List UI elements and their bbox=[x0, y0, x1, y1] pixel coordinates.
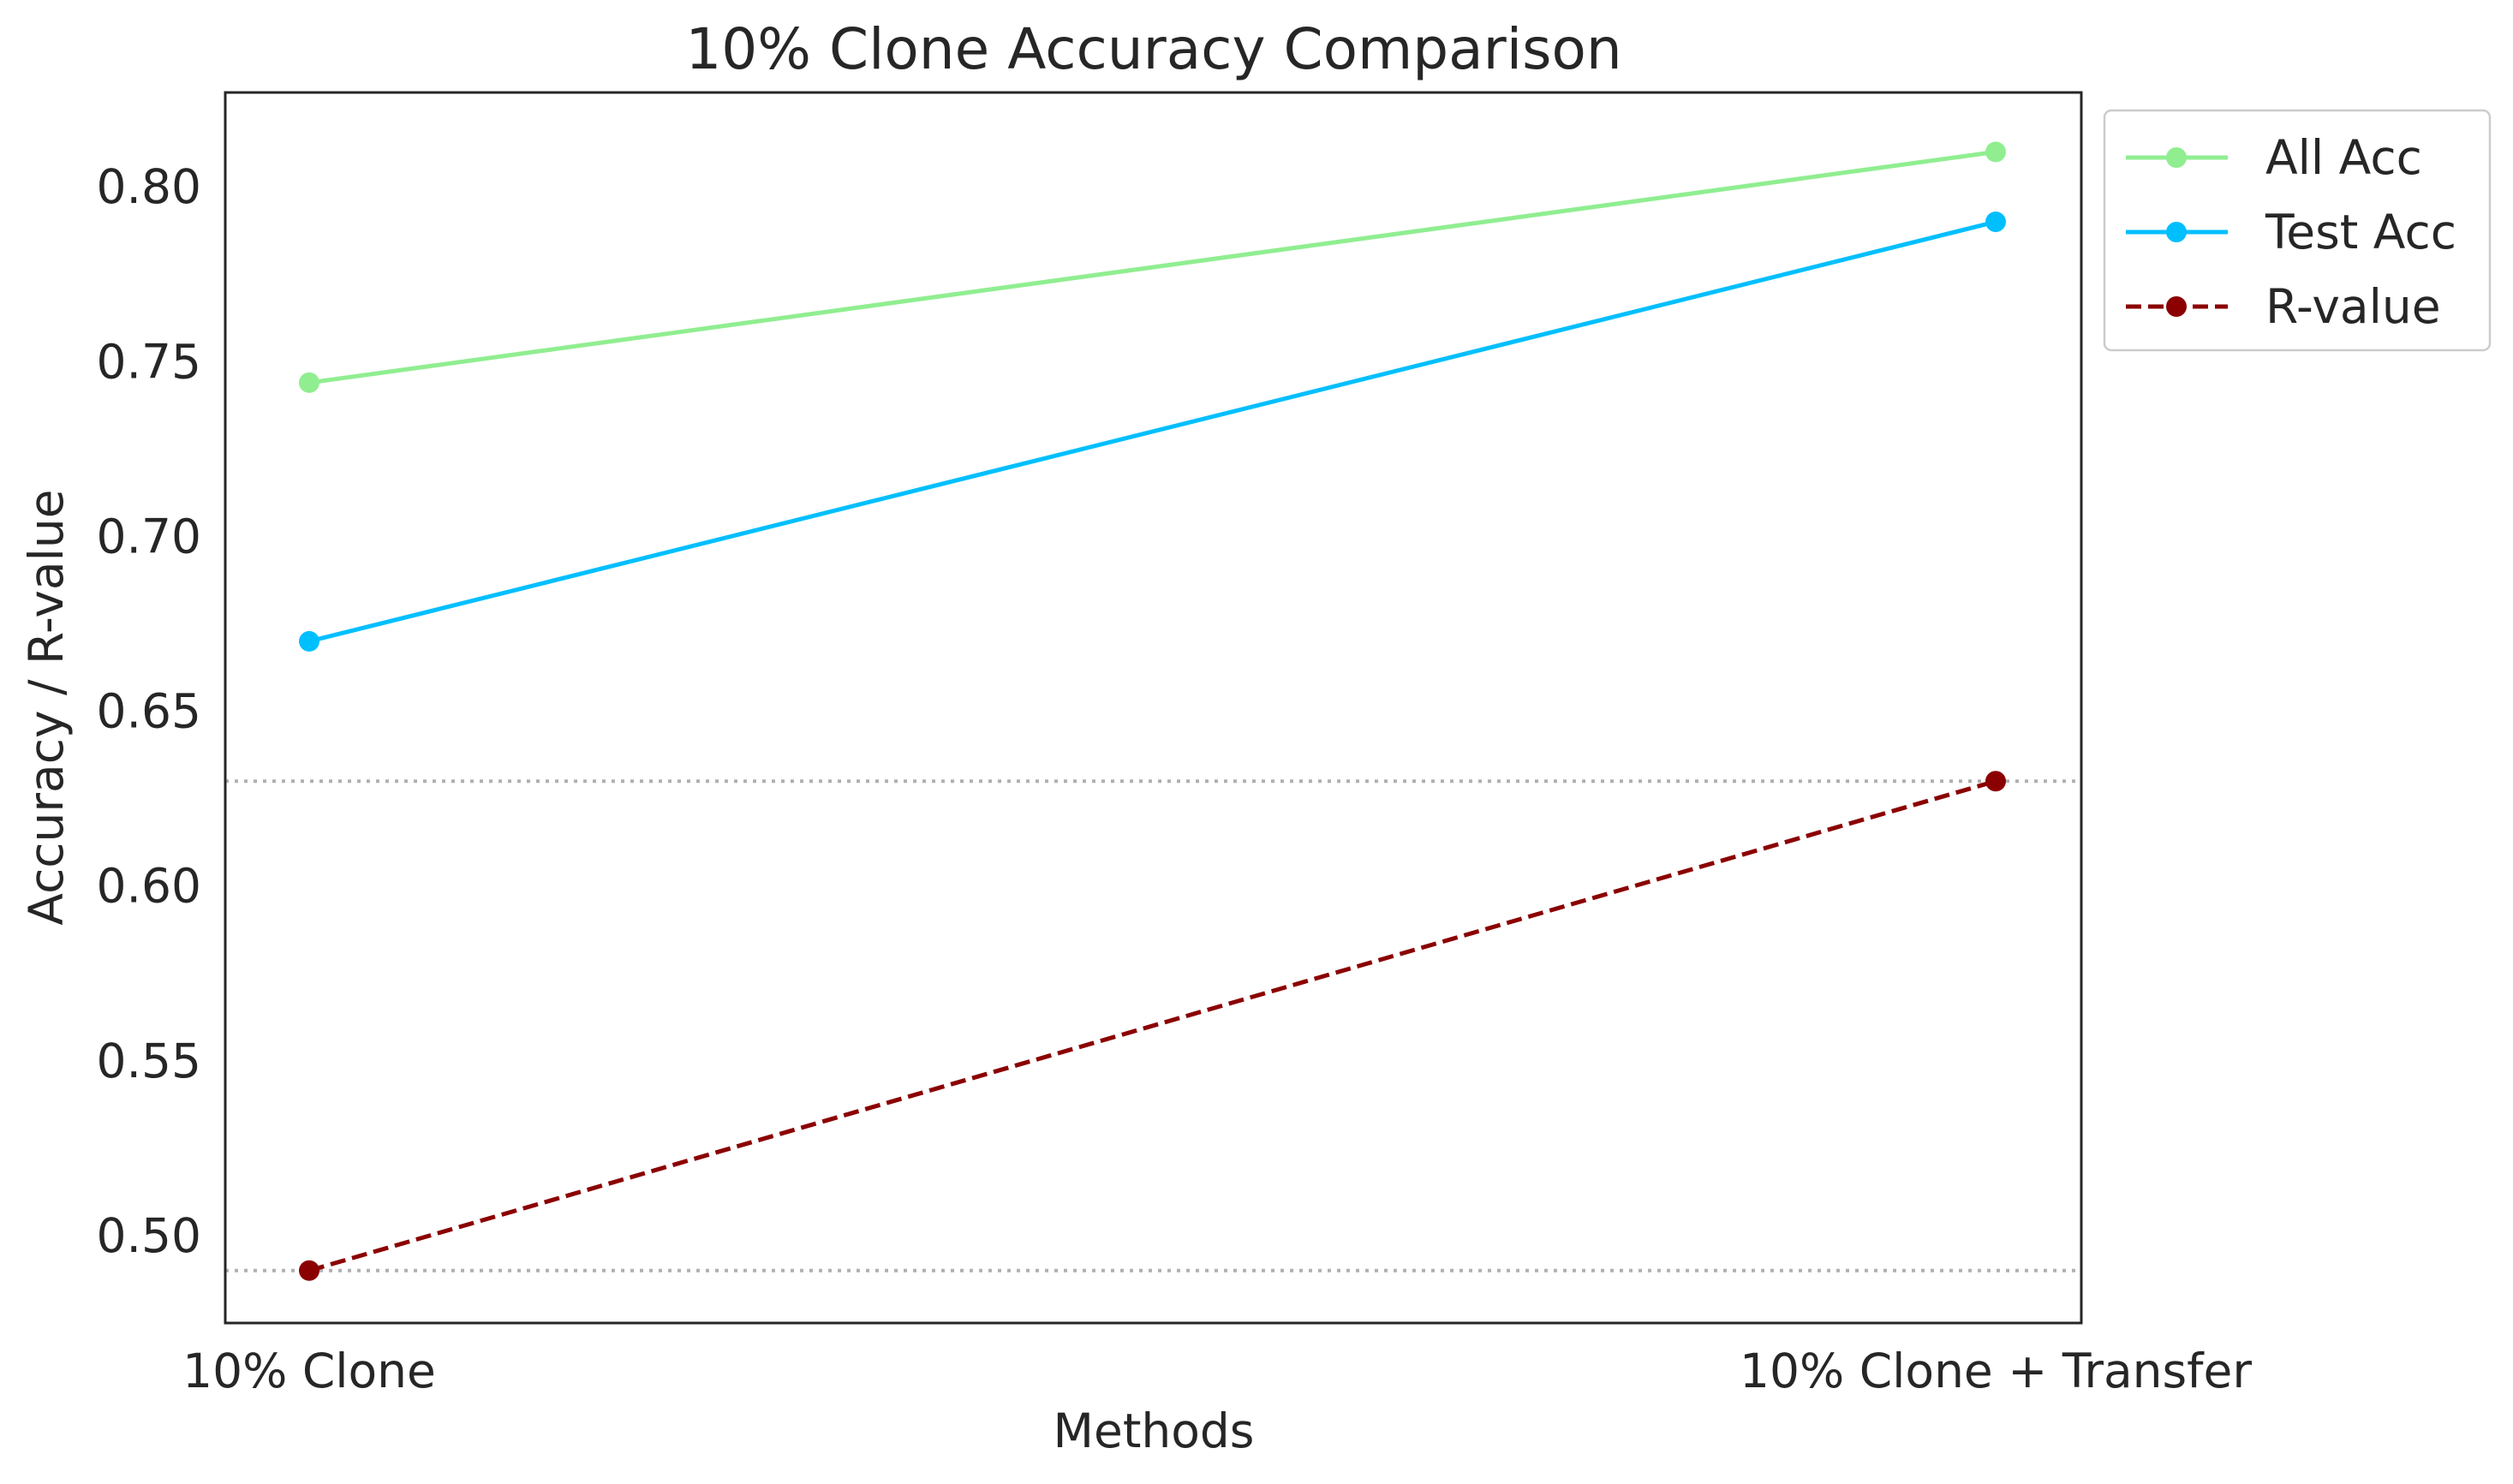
y-tick-label: 0.65 bbox=[97, 684, 201, 739]
plot-area-frame bbox=[224, 91, 2083, 1325]
x-tick-label: 10% Clone + Transfer bbox=[1740, 1344, 2252, 1398]
reference-lines bbox=[225, 779, 2081, 1272]
x-axis-label: Methods bbox=[1054, 1404, 1255, 1458]
data-point-all-acc-1 bbox=[1985, 141, 2006, 163]
y-axis-ticks: 0.50 0.55 0.60 0.65 0.70 0.75 0.80 bbox=[97, 159, 201, 1263]
series-line-all-acc bbox=[308, 149, 1997, 385]
y-tick-label: 0.75 bbox=[97, 334, 201, 389]
legend-label-r-value: R-value bbox=[2265, 279, 2441, 334]
x-tick-label: 10% Clone bbox=[182, 1344, 436, 1398]
y-tick-label: 0.60 bbox=[97, 859, 201, 914]
legend-label-all-acc: All Acc bbox=[2265, 130, 2422, 185]
y-axis-label: Accuracy / R-value bbox=[19, 489, 74, 925]
legend-label-test-acc: Test Acc bbox=[2265, 205, 2456, 259]
series-line-r-value bbox=[308, 778, 1997, 1273]
data-point-r-value-1 bbox=[1985, 771, 2006, 792]
y-tick-label: 0.70 bbox=[97, 509, 201, 563]
x-axis-ticks: 10% Clone 10% Clone + Transfer bbox=[182, 1344, 2252, 1398]
series-markers bbox=[299, 141, 2006, 1281]
series-line-test-acc bbox=[308, 219, 1997, 644]
data-point-all-acc-0 bbox=[299, 372, 319, 393]
data-point-r-value-0 bbox=[299, 1260, 319, 1281]
data-point-test-acc-1 bbox=[1985, 212, 2006, 233]
data-point-test-acc-0 bbox=[299, 630, 319, 652]
y-tick-label: 0.50 bbox=[97, 1208, 201, 1263]
legend-marker-all-acc bbox=[2166, 147, 2187, 168]
legend-marker-test-acc bbox=[2166, 222, 2187, 242]
chart-title: 10% Clone Accuracy Comparison bbox=[685, 16, 1621, 82]
y-tick-label: 0.80 bbox=[97, 159, 201, 214]
legend: All Acc Test Acc R-value bbox=[2103, 109, 2492, 352]
legend-marker-r-value bbox=[2166, 296, 2187, 317]
y-tick-label: 0.55 bbox=[97, 1034, 201, 1088]
legend-frame bbox=[2103, 109, 2492, 352]
series-lines bbox=[308, 149, 1997, 1273]
